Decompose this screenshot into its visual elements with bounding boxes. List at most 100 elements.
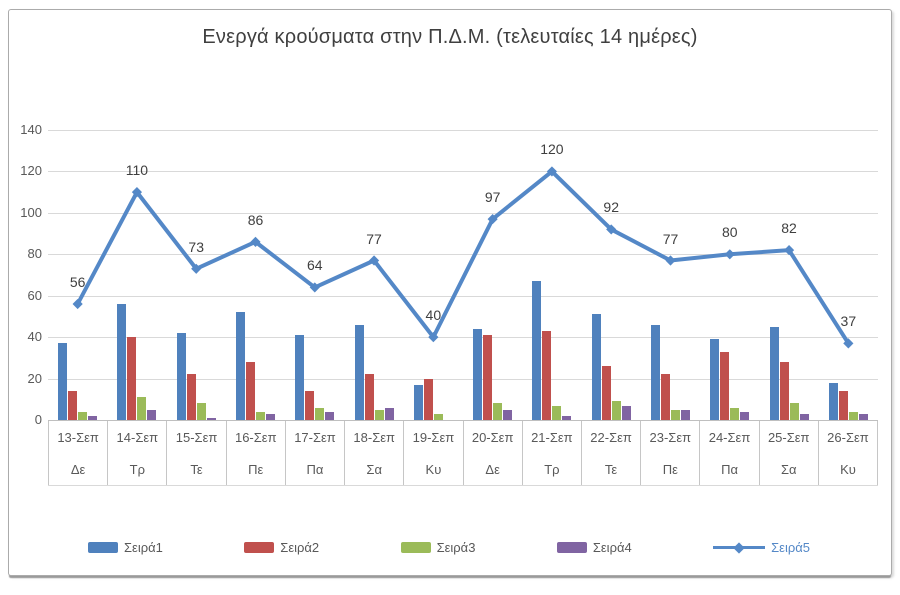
y-tick-label: 20 bbox=[27, 370, 42, 386]
legend-item-Σειρά5: Σειρά5 bbox=[713, 540, 810, 555]
x-axis-cell-22-Σεπ: 22-Σεπ Τε bbox=[580, 421, 640, 485]
line-data-label-18-Σεπ: 77 bbox=[366, 230, 382, 247]
gridline-40 bbox=[48, 337, 878, 339]
bar-Σειρά4-26-Σεπ bbox=[858, 413, 868, 420]
series5-line bbox=[75, 169, 851, 346]
bar-Σειρά2-16-Σεπ bbox=[246, 362, 255, 420]
x-axis-cell-20-Σεπ: 20-Σεπ Δε bbox=[462, 421, 522, 485]
bar-Σειρά3-14-Σεπ bbox=[137, 397, 147, 420]
x-axis-day-label: Τε bbox=[190, 461, 203, 477]
legend: Σειρά1 Σειρά2 Σειρά3 Σειρά4 Σειρά5 bbox=[48, 533, 858, 561]
bar-Σειρά4-17-Σεπ bbox=[325, 411, 335, 420]
line-data-label-22-Σεπ: 92 bbox=[603, 199, 619, 216]
bar-Σειρά2-22-Σεπ bbox=[601, 366, 611, 420]
x-axis-date-label: 22-Σεπ bbox=[590, 429, 632, 445]
y-tick-label: 140 bbox=[20, 122, 42, 137]
x-axis-day-label: Τρ bbox=[544, 461, 560, 477]
line-marker-24-Σεπ bbox=[724, 249, 735, 260]
y-tick-label: 80 bbox=[27, 246, 42, 262]
bar-Σειρά4-22-Σεπ bbox=[621, 405, 631, 420]
x-axis-date-label: 21-Σεπ bbox=[531, 429, 573, 445]
bar-Σειρά4-23-Σεπ bbox=[681, 409, 690, 420]
x-axis-date-label: 19-Σεπ bbox=[412, 429, 455, 445]
legend-label: Σειρά4 bbox=[592, 539, 632, 555]
bar-Σειρά3-20-Σεπ bbox=[493, 403, 503, 420]
bar-Σειρά2-26-Σεπ bbox=[838, 391, 848, 420]
bar-Σειρά1-23-Σεπ bbox=[651, 324, 660, 420]
bar-Σειρά4-21-Σεπ bbox=[562, 415, 572, 420]
x-axis-day-label: Πε bbox=[248, 461, 264, 477]
line-data-label-21-Σεπ: 120 bbox=[540, 141, 564, 158]
bar-Σειρά4-14-Σεπ bbox=[147, 409, 157, 420]
x-axis-cell-16-Σεπ: 16-Σεπ Πε bbox=[225, 421, 285, 485]
x-axis-day-label: Κυ bbox=[840, 461, 856, 477]
x-axis: 13-Σεπ Δε 14-Σεπ Τρ 15-Σεπ Τε 16-Σεπ Πε 17-Σεπ Πα… bbox=[48, 420, 879, 486]
x-axis-day-label: Πα bbox=[721, 461, 738, 477]
chart-title: Ενεργά κρούσματα στην Π.Δ.Μ. (τελευταίες… bbox=[202, 26, 698, 48]
bar-Σειρά2-20-Σεπ bbox=[483, 335, 493, 420]
bar-Σειρά4-24-Σεπ bbox=[740, 411, 750, 420]
bar-Σειρά4-13-Σεπ bbox=[88, 415, 98, 420]
x-axis-date-label: 23-Σεπ bbox=[649, 429, 692, 445]
bar-Σειρά2-21-Σεπ bbox=[542, 330, 552, 420]
x-axis-date-label: 17-Σεπ bbox=[294, 429, 336, 445]
bar-Σειρά1-16-Σεπ bbox=[236, 312, 245, 420]
bar-Σειρά1-14-Σεπ bbox=[117, 304, 127, 420]
x-axis-day-label: Σα bbox=[780, 461, 797, 477]
x-axis-day-label: Κυ bbox=[425, 461, 442, 477]
x-axis-day-label: Δε bbox=[485, 461, 500, 477]
x-axis-date-label: 16-Σεπ bbox=[234, 429, 277, 445]
bar-Σειρά3-19-Σεπ bbox=[433, 413, 443, 420]
x-axis-date-label: 24-Σεπ bbox=[708, 429, 751, 445]
y-tick-label: 40 bbox=[27, 329, 42, 345]
bar-Σειρά3-22-Σεπ bbox=[611, 401, 621, 420]
x-axis-date-label: 13-Σεπ bbox=[57, 429, 99, 445]
x-axis-date-label: 26-Σεπ bbox=[827, 429, 869, 445]
x-axis-cell-23-Σεπ: 23-Σεπ Πε bbox=[640, 421, 699, 485]
bar-Σειρά3-26-Σεπ bbox=[848, 411, 858, 420]
bar-Σειρά2-13-Σεπ bbox=[68, 391, 78, 420]
bar-Σειρά2-19-Σεπ bbox=[423, 378, 433, 420]
legend-swatch bbox=[88, 541, 118, 553]
gridline-80 bbox=[48, 254, 878, 256]
bar-Σειρά3-25-Σεπ bbox=[789, 403, 799, 420]
line-data-label-20-Σεπ: 97 bbox=[484, 189, 501, 206]
bar-Σειρά1-17-Σεπ bbox=[295, 335, 305, 420]
bar-Σειρά1-13-Σεπ bbox=[58, 343, 68, 420]
legend-item-Σειρά1: Σειρά1 bbox=[88, 540, 163, 555]
line-data-label-26-Σεπ: 37 bbox=[840, 313, 857, 330]
bar-Σειρά3-18-Σεπ bbox=[374, 409, 384, 420]
line-data-label-15-Σεπ: 73 bbox=[188, 238, 204, 255]
x-axis-cell-18-Σεπ: 18-Σεπ Σα bbox=[344, 421, 403, 485]
bar-Σειρά1-26-Σεπ bbox=[828, 382, 838, 420]
x-axis-cell-13-Σεπ: 13-Σεπ Δε bbox=[48, 421, 107, 485]
bar-Σειρά1-18-Σεπ bbox=[354, 324, 364, 420]
y-tick-label: 100 bbox=[20, 204, 42, 220]
bar-Σειρά3-21-Σεπ bbox=[552, 405, 562, 420]
legend-label: Σειρά1 bbox=[124, 539, 163, 555]
bar-Σειρά1-24-Σεπ bbox=[710, 339, 720, 420]
bar-Σειρά1-19-Σεπ bbox=[413, 384, 423, 420]
x-axis-day-label: Πε bbox=[662, 461, 678, 477]
legend-label: Σειρά5 bbox=[771, 539, 810, 555]
gridline-60 bbox=[48, 295, 878, 297]
bar-Σειρά1-22-Σεπ bbox=[591, 314, 601, 420]
bar-Σειρά2-15-Σεπ bbox=[186, 374, 196, 420]
line-data-label-24-Σεπ: 80 bbox=[721, 224, 738, 241]
x-axis-day-label: Τρ bbox=[129, 461, 145, 477]
bar-Σειρά3-23-Σεπ bbox=[671, 409, 680, 420]
legend-label: Σειρά2 bbox=[280, 539, 320, 555]
y-tick-label: 0 bbox=[34, 412, 42, 427]
legend-swatch bbox=[244, 541, 275, 553]
x-axis-cell-25-Σεπ: 25-Σεπ Σα bbox=[758, 421, 818, 485]
y-tick-label: 60 bbox=[27, 287, 42, 303]
legend-line-diamond bbox=[733, 541, 745, 554]
legend-item-Σειρά4: Σειρά4 bbox=[556, 539, 632, 555]
bar-Σειρά2-23-Σεπ bbox=[661, 374, 670, 420]
bar-Σειρά2-24-Σεπ bbox=[720, 351, 730, 420]
legend-line-marker bbox=[713, 541, 766, 554]
x-axis-cell-26-Σεπ: 26-Σεπ Κυ bbox=[817, 421, 879, 485]
series5-line-layer bbox=[72, 166, 854, 349]
line-data-label-25-Σεπ: 82 bbox=[781, 220, 797, 237]
gridline-20 bbox=[48, 378, 878, 380]
